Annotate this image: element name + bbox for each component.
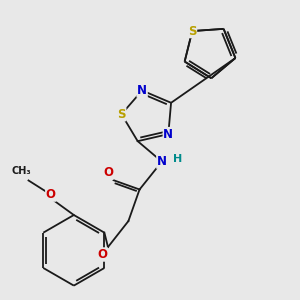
Text: N: N xyxy=(137,84,147,97)
Text: N: N xyxy=(157,155,167,168)
Text: S: S xyxy=(117,108,126,121)
Text: O: O xyxy=(46,188,56,201)
Text: H: H xyxy=(173,154,182,164)
Text: O: O xyxy=(103,166,113,179)
Text: CH₃: CH₃ xyxy=(11,166,31,176)
Text: S: S xyxy=(188,25,196,38)
Text: O: O xyxy=(98,248,107,261)
Text: N: N xyxy=(163,128,173,141)
